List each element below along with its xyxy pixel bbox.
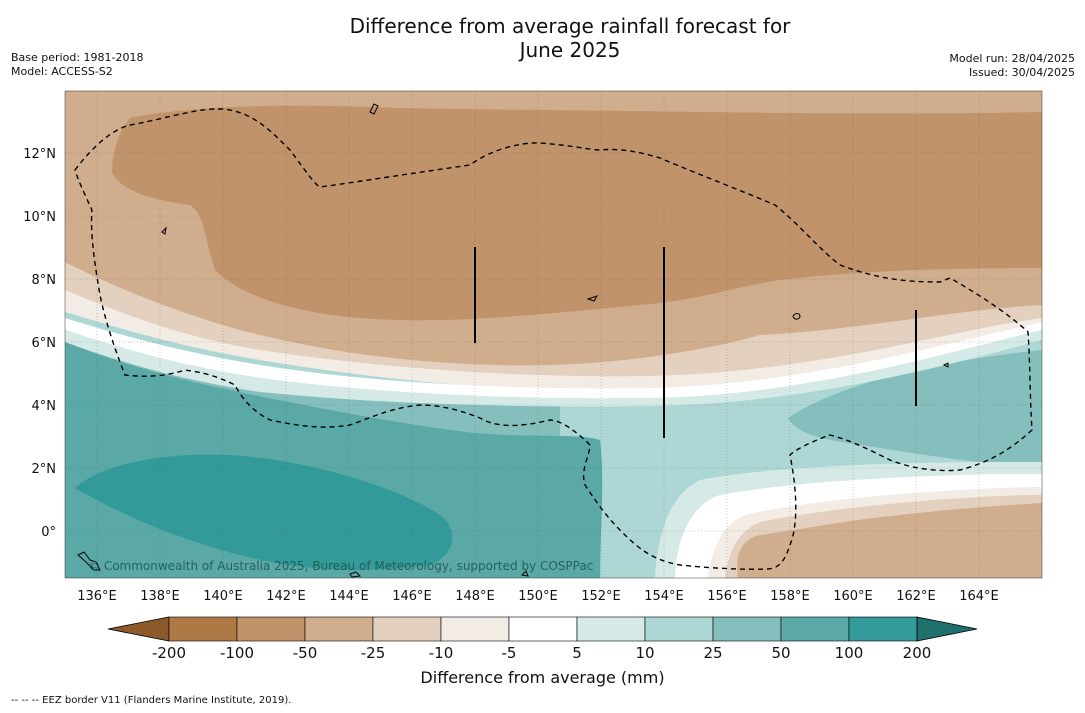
lon-label: 158°E bbox=[770, 589, 810, 604]
colorbar: -200 -100 -50 -25 -10 -5 5 10 25 50 100 200 bbox=[107, 616, 978, 662]
lon-label: 162°E bbox=[896, 589, 936, 604]
colorbar-tick-label: -25 bbox=[361, 644, 386, 662]
lat-label: 4°N bbox=[32, 399, 57, 414]
colorbar-segment bbox=[508, 616, 578, 642]
lat-label: 10°N bbox=[23, 210, 56, 225]
contour-fields bbox=[65, 91, 1042, 578]
field-minus-5-to-5-band bbox=[65, 318, 1042, 399]
lon-label: 156°E bbox=[707, 589, 747, 604]
eez-footnote: -- -- -- EEZ border V11 (Flanders Marine… bbox=[11, 695, 292, 706]
longitude-labels: 136°E 138°E 140°E 142°E 144°E 146°E 148°E 150°E… bbox=[77, 589, 999, 604]
title-line-1: Difference from average rainfall forecas… bbox=[349, 14, 791, 38]
lon-label: 146°E bbox=[392, 589, 432, 604]
colorbar-segment bbox=[440, 616, 510, 642]
field-100-200-core bbox=[75, 454, 453, 570]
islands bbox=[77, 103, 949, 578]
colorbar-tick-label: 25 bbox=[703, 644, 722, 662]
black-markers bbox=[474, 247, 917, 438]
colorbar-tick-label: 100 bbox=[835, 644, 864, 662]
lat-label: 2°N bbox=[32, 462, 57, 477]
colorbar-tick-label: -100 bbox=[220, 644, 254, 662]
meta-right: Model run: 28/04/2025 Issued: 30/04/2025 bbox=[949, 52, 1075, 80]
colorbar-arrow-high bbox=[916, 616, 978, 642]
lon-label: 144°E bbox=[329, 589, 369, 604]
lat-label: 12°N bbox=[23, 147, 56, 162]
colorbar-segment bbox=[236, 616, 306, 642]
colorbar-tick-label: -200 bbox=[152, 644, 186, 662]
lat-label: 0° bbox=[41, 525, 56, 540]
issued-date: Issued: 30/04/2025 bbox=[968, 66, 1075, 79]
lon-label: 154°E bbox=[644, 589, 684, 604]
colorbar-segment bbox=[780, 616, 850, 642]
field-5-10-band bbox=[65, 330, 1042, 407]
colorbar-segment bbox=[576, 616, 646, 642]
colorbar-tick-label: 5 bbox=[572, 644, 582, 662]
colorbar-title: Difference from average (mm) bbox=[420, 668, 665, 687]
lon-label: 138°E bbox=[140, 589, 180, 604]
model-run: Model run: 28/04/2025 bbox=[949, 52, 1075, 65]
latitude-labels: 12°N 10°N 8°N 6°N 4°N 2°N 0° bbox=[23, 147, 56, 540]
eez-border bbox=[74, 108, 1033, 570]
lon-label: 160°E bbox=[833, 589, 873, 604]
colorbar-segment bbox=[712, 616, 782, 642]
colorbar-segment bbox=[168, 616, 238, 642]
field-minus-100-to-minus-50 bbox=[112, 105, 1042, 321]
model-name: Model: ACCESS-S2 bbox=[11, 65, 113, 78]
lon-label: 148°E bbox=[455, 589, 495, 604]
lon-label: 140°E bbox=[203, 589, 243, 604]
meta-left: Base period: 1981-2018 Model: ACCESS-S2 bbox=[11, 51, 143, 79]
map-frame bbox=[64, 90, 1043, 579]
field-25-50-east bbox=[788, 350, 1042, 468]
lon-label: 136°E bbox=[77, 589, 117, 604]
colorbar-segment bbox=[848, 616, 918, 642]
colorbar-segment bbox=[372, 616, 442, 642]
colorbar-segment bbox=[644, 616, 714, 642]
base-period: Base period: 1981-2018 bbox=[11, 51, 144, 64]
colorbar-segment bbox=[304, 616, 374, 642]
lat-label: 8°N bbox=[32, 273, 57, 288]
colorbar-arrow-low bbox=[107, 616, 170, 642]
lon-label: 150°E bbox=[518, 589, 558, 604]
lon-label: 152°E bbox=[581, 589, 621, 604]
lat-label: 6°N bbox=[32, 336, 57, 351]
lon-label: 142°E bbox=[266, 589, 306, 604]
colorbar-tick-label: -50 bbox=[293, 644, 318, 662]
field-minus-50-to-minus-25-se bbox=[737, 503, 1042, 578]
colorbar-tick-label: 50 bbox=[771, 644, 790, 662]
gridlines bbox=[65, 91, 1042, 578]
colorbar-tick-label: 10 bbox=[635, 644, 654, 662]
colorbar-tick-label: -10 bbox=[429, 644, 454, 662]
colorbar-tick-label: 200 bbox=[903, 644, 932, 662]
colorbar-tick-label: -5 bbox=[502, 644, 517, 662]
copyright-text: © Commonwealth of Australia 2025, Bureau… bbox=[88, 559, 593, 573]
lon-label: 164°E bbox=[959, 589, 999, 604]
title-line-2: June 2025 bbox=[519, 38, 621, 62]
map-title: Difference from average rainfall forecas… bbox=[270, 14, 870, 62]
